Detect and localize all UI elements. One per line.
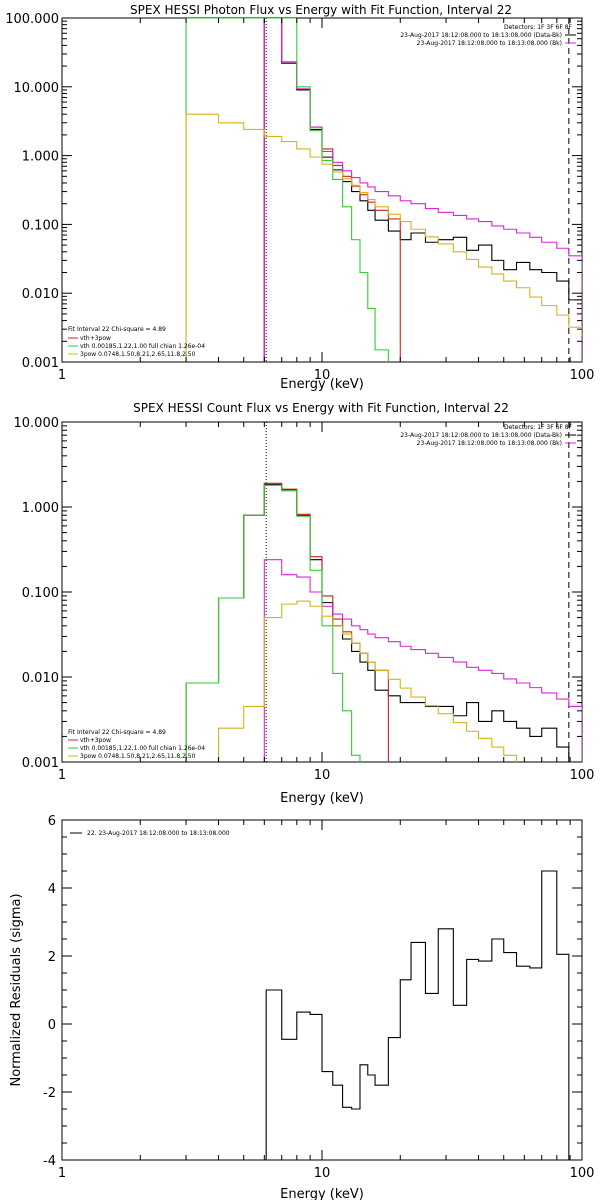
y-tick-label: 4 (48, 882, 56, 897)
panel-title: SPEX HESSI Photon Flux vs Energy with Fi… (130, 3, 512, 17)
x-axis-label: Energy (keV) (280, 791, 364, 806)
legend-left-4: 3pow 0.0748,1.50,8.21,2.65,11.8,2.50 (80, 351, 196, 358)
y-tick-label: 1.000 (22, 150, 59, 165)
green-spectrum-line (185, 18, 389, 362)
black-spectrum-line (265, 870, 570, 1160)
x-tick-label: 100 (570, 1166, 595, 1181)
y-tick-label: 0.010 (22, 287, 59, 302)
y-tick-label: 10.000 (14, 81, 60, 96)
plot-frame (61, 819, 583, 1161)
yellow-spectrum-line (185, 113, 582, 362)
legend-left-2: vth+3pow (80, 335, 111, 342)
axis-ticks: 1 10 100 0.001 0.010 0.100 1.000 10.000 100.000 (5, 12, 594, 383)
red-spectrum-line (185, 482, 389, 762)
residuals-panel: 1 10 100 -4 -2 0 2 4 6 Energy (keV) Normalized R… (9, 814, 594, 1200)
chart-marks (68, 422, 582, 762)
x-tick-label: 10 (314, 768, 331, 783)
y-tick-label: 0.001 (22, 756, 59, 771)
y-tick-label: 10.000 (14, 416, 60, 431)
y-tick-label: 0.001 (22, 356, 59, 371)
legend-right-1: Detectors: 1F 3F 6F 8F (504, 24, 573, 31)
black-spectrum-line (263, 18, 582, 362)
magenta-spectrum-line (263, 559, 582, 762)
y-tick-label: 100.000 (5, 12, 59, 27)
legend-left-1: 22. 23-Aug-2017 18:12:08.000 to 18:13:08… (87, 830, 230, 837)
y-tick-label: -4 (43, 1154, 56, 1169)
legend-right-2: 23-Aug-2017 18:12:08.000 to 18:13:08.000… (400, 432, 562, 439)
legend-right-1: Detectors: 1F 3F 6F 8F (504, 424, 573, 431)
x-tick-label: 1 (58, 1166, 66, 1181)
panel-title: SPEX HESSI Count Flux vs Energy with Fit… (133, 401, 509, 415)
y-tick-label: 0.010 (22, 671, 59, 686)
legend-right-3: 23-Aug-2017 18:12:08.000 to 18:13:08.000… (417, 440, 562, 447)
legend-left-1: Fit Interval 22 Chi-square = 4.89 (68, 729, 166, 736)
red-spectrum-line (263, 18, 401, 362)
y-tick-label: 2 (48, 950, 56, 965)
legend-left-3: vth 0.00185,1.22,1.00 full chian 1.26e-0… (80, 745, 205, 752)
x-tick-label: 10 (314, 368, 331, 383)
x-axis-label: Energy (keV) (280, 1187, 364, 1200)
chart-marks (70, 832, 570, 1160)
y-tick-label: 6 (48, 814, 56, 829)
x-tick-label: 100 (570, 368, 595, 383)
plot-frame (61, 17, 583, 363)
y-tick-label: 1.000 (22, 501, 59, 516)
x-tick-label: 1 (58, 768, 66, 783)
y-tick-label: 0 (48, 1018, 56, 1033)
legend-left-3: vth 0.00185,1.22,1.00 full chian 1.26e-0… (80, 343, 205, 350)
y-tick-label: -2 (43, 1086, 56, 1101)
legend-left-1: Fit Interval 22 Chi-square = 4.89 (68, 326, 166, 333)
x-tick-label: 1 (58, 368, 66, 383)
x-axis-label: Energy (keV) (280, 377, 364, 392)
yellow-spectrum-line (217, 600, 518, 762)
series-group (265, 870, 570, 1160)
y-tick-label: 0.100 (22, 218, 59, 233)
series-group (185, 18, 582, 362)
legend-right-2: 23-Aug-2017 18:12:08.000 to 18:13:08.000… (400, 32, 562, 39)
count-flux-panel: SPEX HESSI Count Flux vs Energy with Fit… (14, 401, 595, 806)
x-tick-label: 100 (570, 768, 595, 783)
x-tick-label: 10 (314, 1166, 331, 1181)
magenta-spectrum-line (263, 18, 582, 362)
legend-right-3: 23-Aug-2017 18:12:08.000 to 18:13:08.000… (417, 40, 562, 47)
photon-flux-panel: SPEX HESSI Photon Flux vs Energy with Fi… (5, 3, 594, 392)
axis-ticks: 1 10 100 -4 -2 0 2 4 6 (43, 814, 594, 1181)
series-group (185, 422, 582, 762)
black-spectrum-line (185, 483, 582, 762)
legend-left-2: vth+3pow (80, 737, 111, 744)
legend-left-4: 3pow 0.0748,1.50,8.21,2.65,11.8,2.50 (80, 753, 196, 760)
axis-ticks: 1 10 100 0.001 0.010 0.100 1.000 10.000 (14, 416, 595, 783)
chart-marks (68, 18, 582, 362)
y-tick-label: 0.100 (22, 586, 59, 601)
y-axis-label: Normalized Residuals (sigma) (9, 893, 24, 1086)
green-spectrum-line (185, 484, 361, 762)
